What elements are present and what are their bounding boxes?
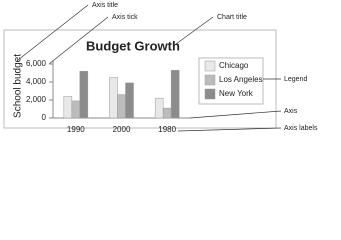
bar	[79, 70, 89, 119]
annotation: Chart title	[217, 14, 247, 21]
bar	[170, 70, 180, 119]
y-tick-label: 2,000	[26, 95, 47, 104]
y-axis-title: School budget	[13, 54, 24, 118]
legend-label: Chicago	[219, 61, 249, 70]
leader-line	[48, 16, 109, 65]
annotation: Legend	[284, 76, 307, 83]
bar	[117, 94, 126, 119]
legend-swatch	[204, 88, 216, 100]
annotations: Axis title Axis tick Chart title Legend …	[17, 2, 318, 132]
y-tick-label: 6,000	[26, 59, 47, 68]
bar	[71, 100, 81, 119]
legend-swatch	[204, 60, 216, 72]
x-tick-label: 1990	[67, 125, 85, 134]
leader-line	[17, 4, 89, 61]
bar	[63, 96, 73, 119]
legend-label: Los Angeles	[219, 75, 263, 84]
annotation: Axis title	[92, 2, 118, 9]
annotation: Axis	[284, 108, 298, 115]
chart-title: Budget Growth	[86, 38, 180, 53]
leader-line	[177, 127, 282, 132]
annotation: Axis labels	[284, 125, 318, 132]
annotated-chart: Budget Growth School budget Axis title A…	[3, 2, 318, 134]
legend-label: New York	[219, 89, 254, 98]
y-tick-label: 4,000	[26, 77, 47, 86]
annotation: Axis tick	[112, 14, 138, 21]
bar	[154, 97, 164, 119]
bar	[162, 107, 172, 119]
x-tick-label: 1980	[158, 125, 176, 134]
bar	[109, 77, 118, 119]
y-tick-label: 0	[42, 113, 47, 122]
leader-line	[175, 16, 214, 45]
leader-line	[189, 110, 282, 119]
bar	[125, 82, 134, 119]
legend-swatch	[204, 74, 216, 86]
x-tick-label: 2000	[113, 125, 131, 134]
